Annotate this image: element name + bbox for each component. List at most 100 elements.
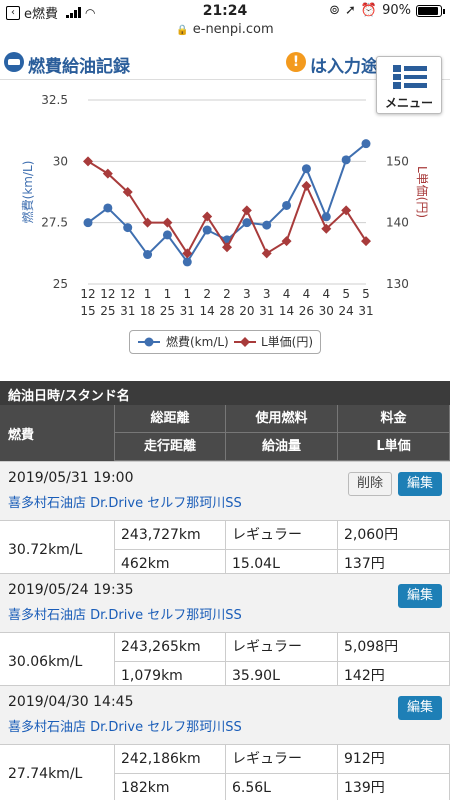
header-total-distance: 総距離 xyxy=(115,405,226,433)
x-tick-label-month: 12 xyxy=(80,287,95,301)
data-point-unit-price xyxy=(282,236,292,246)
page-title: 燃費給油記録 xyxy=(28,52,130,77)
rotation-lock-icon: ⊚ xyxy=(329,3,340,18)
y-left-axis-title: 燃費(km/L) xyxy=(20,161,35,224)
data-point-fuel-economy xyxy=(302,164,311,173)
y-left-tick-label: 30 xyxy=(53,154,68,168)
menu-button[interactable]: メニュー xyxy=(376,56,442,114)
record-item: 2019/05/24 19:35 喜多村石油店 Dr.Drive セルフ那珂川S… xyxy=(0,573,450,691)
record-total-distance: 242,186km xyxy=(115,745,226,774)
header-fuel-amount: 給油量 xyxy=(226,433,338,461)
data-point-fuel-economy xyxy=(183,257,192,266)
data-point-fuel-economy xyxy=(163,230,172,239)
record-date: 2019/05/31 19:00 xyxy=(8,470,134,486)
edit-button[interactable]: 編集 xyxy=(398,584,442,608)
station-link[interactable]: 喜多村石油店 Dr.Drive セルフ那珂川SS xyxy=(8,716,242,735)
data-point-unit-price xyxy=(361,236,371,246)
url-bar[interactable]: 🔒 e-nenpi.com xyxy=(0,22,450,44)
record-fuel-type: レギュラー xyxy=(226,521,338,550)
battery-percent: 90% xyxy=(382,3,411,18)
data-point-unit-price xyxy=(83,156,93,166)
location-icon: ➚ xyxy=(345,3,356,18)
record-price: 5,098円 xyxy=(338,633,450,662)
delete-button[interactable]: 削除 xyxy=(348,472,392,496)
menu-label: メニュー xyxy=(377,94,441,111)
x-tick-label-day: 25 xyxy=(160,304,175,318)
record-fuel-economy: 27.74km/L xyxy=(0,745,115,800)
record-unit-price: 139円 xyxy=(338,774,450,800)
x-tick-label-day: 31 xyxy=(259,304,274,318)
notice-text[interactable]: は入力途 xyxy=(310,52,380,77)
data-point-fuel-economy xyxy=(362,139,371,148)
edit-button[interactable]: 編集 xyxy=(398,696,442,720)
record-price: 2,060円 xyxy=(338,521,450,550)
info-icon[interactable]: ! xyxy=(286,52,306,72)
x-tick-label-day: 24 xyxy=(339,304,354,318)
station-link[interactable]: 喜多村石油店 Dr.Drive セルフ那珂川SS xyxy=(8,604,242,623)
x-tick-label-month: 1 xyxy=(183,287,191,301)
record-date: 2019/04/30 14:45 xyxy=(8,694,134,710)
data-point-fuel-economy xyxy=(143,250,152,259)
header-unit-price: L単価 xyxy=(338,433,450,461)
y-left-tick-label: 32.5 xyxy=(41,93,68,107)
x-tick-label-month: 4 xyxy=(303,287,311,301)
record-fuel-type: レギュラー xyxy=(226,633,338,662)
x-tick-label-day: 26 xyxy=(299,304,314,318)
url-text: e-nenpi.com xyxy=(193,22,274,37)
data-point-unit-price xyxy=(222,242,232,252)
data-point-unit-price xyxy=(202,212,212,222)
x-tick-label-day: 15 xyxy=(80,304,95,318)
data-point-fuel-economy xyxy=(282,201,291,210)
header-price: 料金 xyxy=(338,405,450,433)
record-fuel-type: レギュラー xyxy=(226,745,338,774)
table-header: 給油日時/スタンド名 燃費 総距離 使用燃料 料金 走行距離 給油量 L単価 xyxy=(0,381,450,461)
y-right-axis-title: L単価(円) xyxy=(415,166,429,218)
x-tick-label-month: 1 xyxy=(164,287,172,301)
data-point-fuel-economy xyxy=(123,223,132,232)
record-total-distance: 243,265km xyxy=(115,633,226,662)
x-tick-label-day: 14 xyxy=(279,304,294,318)
x-tick-label-day: 25 xyxy=(100,304,115,318)
legend-graphic: 燃費(km/L) L単価(円) xyxy=(130,331,320,353)
status-bar: ‹ e燃費 ◠ 21:24 ⊚ ➚ ⏰ 90% xyxy=(0,0,450,22)
y-left-tick-label: 25 xyxy=(53,277,68,291)
x-tick-label-month: 5 xyxy=(342,287,350,301)
header-date-station: 給油日時/スタンド名 xyxy=(0,381,450,405)
record-trip-distance: 182km xyxy=(115,774,226,800)
chart-legend: 燃費(km/L) L単価(円) xyxy=(129,330,321,354)
lock-icon: 🔒 xyxy=(176,25,188,36)
data-point-unit-price xyxy=(301,181,311,191)
record-fuel-economy: 30.06km/L xyxy=(0,633,115,690)
x-tick-label-day: 14 xyxy=(200,304,215,318)
y-left-tick-label: 27.5 xyxy=(41,216,68,230)
station-link[interactable]: 喜多村石油店 Dr.Drive セルフ那珂川SS xyxy=(8,492,242,511)
x-tick-label-month: 12 xyxy=(100,287,115,301)
legend-marker-fuel-economy xyxy=(145,338,154,347)
y-right-tick-label: 130 xyxy=(386,277,409,291)
data-point-unit-price xyxy=(143,218,153,228)
header-trip-distance: 走行距離 xyxy=(115,433,226,461)
x-tick-label-month: 2 xyxy=(223,287,231,301)
record-item: 2019/05/31 19:00 喜多村石油店 Dr.Drive セルフ那珂川S… xyxy=(0,461,450,579)
battery-fill xyxy=(418,7,438,15)
x-tick-label-month: 1 xyxy=(144,287,152,301)
data-point-fuel-economy xyxy=(203,226,212,235)
y-right-tick-label: 150 xyxy=(386,154,409,168)
legend-label-unit-price: L単価(円) xyxy=(261,335,313,349)
data-point-unit-price xyxy=(262,248,272,258)
edit-button[interactable]: 編集 xyxy=(398,472,442,496)
x-tick-label-day: 30 xyxy=(319,304,334,318)
data-point-unit-price xyxy=(242,205,252,215)
car-icon xyxy=(4,52,24,72)
x-tick-label-month: 3 xyxy=(263,287,271,301)
x-tick-label-day: 31 xyxy=(120,304,135,318)
fuel-chart: 32.53027.525160150140130燃費(km/L)L単価(円)12… xyxy=(0,84,450,360)
record-price: 912円 xyxy=(338,745,450,774)
data-point-fuel-economy xyxy=(103,203,112,212)
record-item: 2019/04/30 14:45 喜多村石油店 Dr.Drive セルフ那珂川S… xyxy=(0,685,450,800)
data-point-unit-price xyxy=(162,218,172,228)
record-total-distance: 243,727km xyxy=(115,521,226,550)
data-point-fuel-economy xyxy=(342,155,351,164)
record-fuel-amount: 6.56L xyxy=(226,774,338,800)
menu-icon xyxy=(393,65,427,89)
